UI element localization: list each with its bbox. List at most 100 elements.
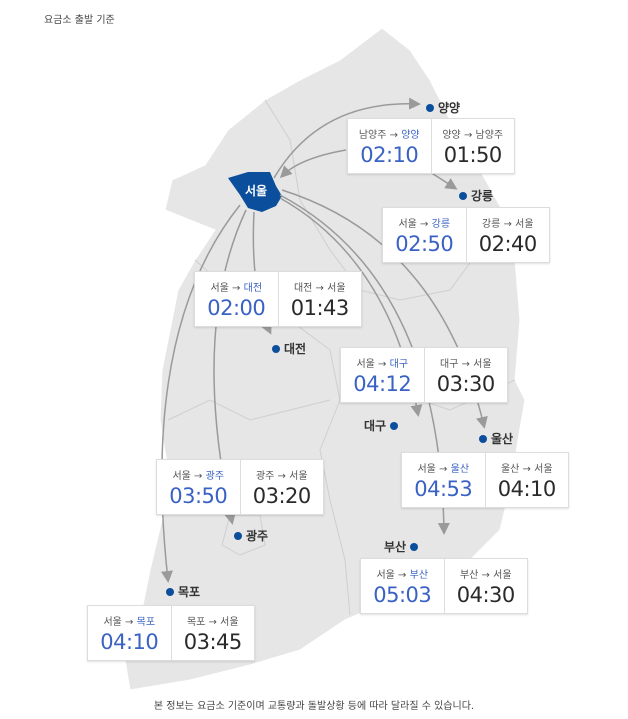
- return: 부산 → 서울 04:30: [443, 559, 528, 613]
- city-daegu: 대구: [364, 417, 399, 434]
- outbound: 서울 → 대구 04:12: [341, 348, 424, 402]
- route-destination: 서울: [515, 218, 534, 230]
- return-route: 양양 → 남양주: [442, 126, 503, 141]
- return: 목포 → 서울 03:45: [170, 606, 255, 660]
- route-origin: 서울: [103, 616, 122, 628]
- city-dot-icon: [459, 191, 467, 200]
- return-time: 03:45: [183, 629, 243, 654]
- card-yangyang: 남양주 → 양양 02:10 양양 → 남양주 01:50: [347, 118, 515, 174]
- route-origin: 서울: [376, 569, 395, 581]
- route-destination: 서울: [493, 569, 512, 581]
- route-origin: 서울: [417, 463, 436, 475]
- outbound-time: 02:50: [395, 231, 454, 256]
- outbound: 서울 → 목포 04:10: [88, 606, 171, 660]
- outbound-time: 04:53: [414, 476, 473, 501]
- route-origin: 서울: [398, 218, 417, 230]
- card-gangneung: 서울 → 강릉 02:50 강릉 → 서울 02:40: [382, 207, 550, 263]
- arrow-to-yangyang: [273, 97, 421, 179]
- city-dot-icon: [410, 542, 419, 551]
- city-name: 목포: [178, 585, 201, 599]
- outbound: 서울 → 대전 02:00: [195, 272, 278, 326]
- arrow-icon: →: [503, 218, 512, 230]
- outbound-time: 04:12: [353, 371, 412, 396]
- return-route: 광주 → 서울: [256, 467, 308, 482]
- route-destination: 부산: [409, 569, 429, 581]
- outbound-time: 03:50: [169, 483, 228, 508]
- route-destination: 서울: [534, 463, 553, 475]
- city-yangyang: 양양: [426, 99, 460, 116]
- city-busan: 부산: [384, 538, 419, 555]
- card-daejeon: 서울 → 대전 02:00 대전 → 서울 01:43: [194, 271, 362, 327]
- route-destination: 남양주: [475, 129, 504, 141]
- return-time: 01:43: [290, 295, 350, 320]
- return-route: 목포 → 서울: [187, 613, 239, 628]
- card-ulsan: 서울 → 울산 04:53 울산 → 서울 04:10: [401, 452, 569, 508]
- card-mokpo: 서울 → 목포 04:10 목포 → 서울 03:45: [87, 605, 255, 661]
- route-destination: 울산: [450, 463, 470, 475]
- route-origin: 대구: [439, 358, 459, 370]
- city-name: 양양: [438, 101, 461, 115]
- return-route: 부산 → 서울: [460, 566, 512, 581]
- city-dot-icon: [234, 531, 242, 540]
- arrow-icon: →: [389, 129, 399, 141]
- arrow-icon: →: [194, 470, 203, 482]
- seoul-label: 서울: [245, 184, 268, 198]
- route-origin: 광주: [255, 470, 275, 482]
- return-time: 03:20: [252, 483, 312, 508]
- route-origin: 서울: [356, 358, 375, 370]
- city-mokpo: 목포: [166, 583, 200, 600]
- route-origin: 부산: [459, 569, 479, 581]
- city-gwangju: 광주: [234, 527, 268, 544]
- return: 울산 → 서울 04:10: [484, 453, 569, 507]
- route-origin: 양양: [442, 129, 461, 141]
- route-origin: 서울: [210, 282, 229, 294]
- arrow-icon: →: [481, 569, 490, 581]
- arrow-from-yangyang: [279, 149, 347, 179]
- outbound-time: 04:10: [100, 629, 159, 654]
- return-time: 02:40: [478, 231, 538, 256]
- outbound-time: 02:10: [360, 142, 419, 167]
- return-time: 01:50: [443, 142, 503, 167]
- arrow-icon: →: [315, 282, 324, 294]
- outbound-route: 남양주 → 양양: [359, 126, 420, 141]
- arrow-icon: →: [232, 282, 241, 294]
- route-destination: 강릉: [431, 218, 451, 230]
- route-origin: 울산: [500, 463, 520, 475]
- card-gwangju: 서울 → 광주 03:50 광주 → 서울 03:20: [156, 459, 324, 515]
- return-route: 대구 → 서울: [440, 355, 492, 370]
- route-origin: 목포: [186, 616, 206, 628]
- arrow-icon: →: [461, 358, 470, 370]
- seoul-region: [228, 172, 282, 212]
- arrow-icon: →: [277, 470, 286, 482]
- outbound-route: 서울 → 광주: [172, 467, 224, 482]
- city-gangneung: 강릉: [459, 187, 493, 204]
- route-destination: 대전: [243, 282, 263, 294]
- outbound-time: 02:00: [207, 295, 266, 320]
- route-origin: 남양주: [358, 129, 387, 141]
- return: 대전 → 서울 01:43: [277, 272, 362, 326]
- return-route: 강릉 → 서울: [482, 215, 534, 230]
- outbound-route: 서울 → 대전: [210, 279, 262, 294]
- arrow-icon: →: [420, 218, 429, 230]
- city-name: 광주: [246, 529, 269, 543]
- route-origin: 서울: [172, 470, 191, 482]
- return-route: 대전 → 서울: [294, 279, 346, 294]
- outbound: 남양주 → 양양 02:10: [348, 119, 431, 173]
- route-origin: 대전: [293, 282, 313, 294]
- city-name: 강릉: [471, 189, 494, 203]
- city-name: 울산: [491, 432, 514, 446]
- route-destination: 서울: [473, 358, 492, 370]
- card-busan: 서울 → 부산 05:03 부산 → 서울 04:30: [360, 558, 528, 614]
- caption: 요금소 출발 기준: [44, 15, 115, 26]
- arrow-icon: →: [125, 616, 134, 628]
- outbound-route: 서울 → 부산: [376, 566, 428, 581]
- route-destination: 서울: [220, 616, 239, 628]
- return: 강릉 → 서울 02:40: [465, 208, 550, 262]
- city-name: 부산: [384, 540, 407, 554]
- route-destination: 대구: [389, 358, 409, 370]
- return-time: 04:30: [456, 582, 516, 607]
- outbound-route: 서울 → 목포: [103, 613, 155, 628]
- outbound-route: 서울 → 대구: [356, 355, 408, 370]
- city-ulsan: 울산: [479, 430, 513, 447]
- route-origin: 강릉: [481, 218, 501, 230]
